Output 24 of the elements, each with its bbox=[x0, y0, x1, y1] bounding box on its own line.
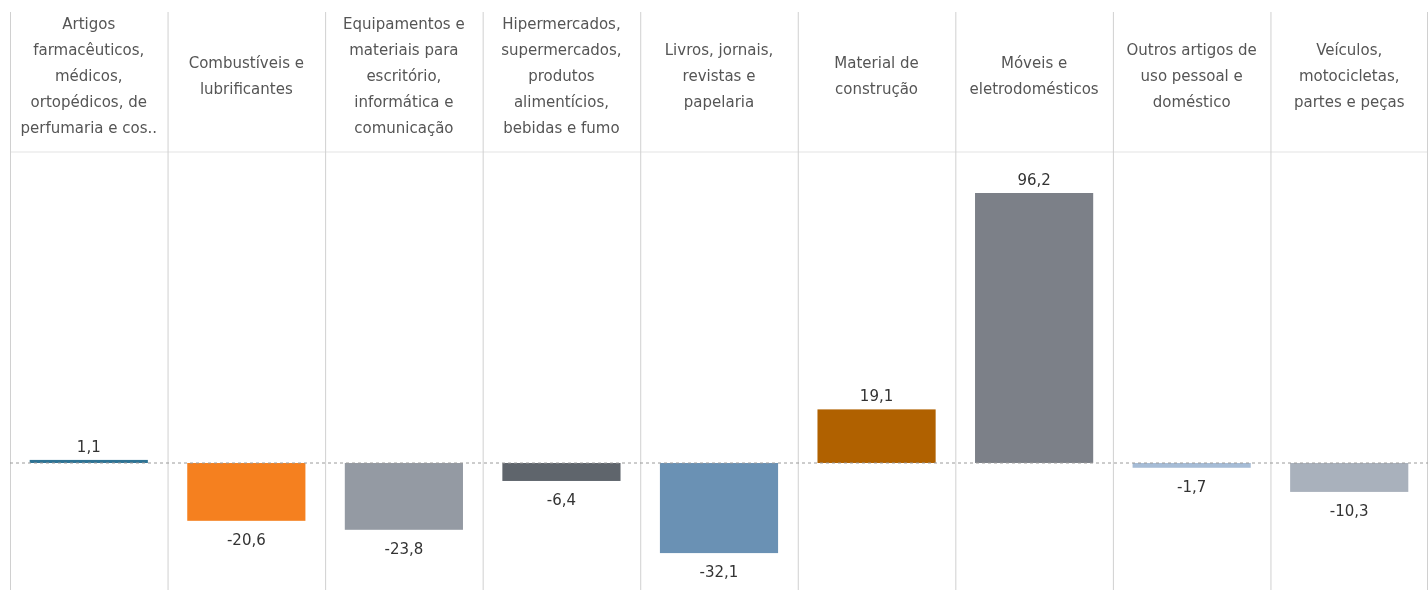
x-tick-label: Livros, jornais, revistas e papelaria bbox=[664, 41, 774, 111]
x-tick-label: Equipamentos e materiais para escritório, informática e comunicação bbox=[343, 15, 465, 137]
bar bbox=[502, 463, 621, 481]
x-tick-label: Outros artigos de uso pessoal e doméstico bbox=[1126, 41, 1257, 111]
data-label: -23,8 bbox=[384, 539, 424, 558]
data-label: -20,6 bbox=[226, 530, 266, 549]
bar bbox=[1290, 463, 1409, 492]
x-tick-label: Material de construção bbox=[834, 54, 919, 98]
x-tick-label: Móveis e eletrodomésticos bbox=[969, 54, 1099, 98]
x-tick-label: Hipermercados, supermercados, produtos alimentícios, bebidas e fumo bbox=[501, 15, 622, 137]
data-label: -1,7 bbox=[1177, 477, 1207, 496]
bar bbox=[187, 463, 306, 521]
bar bbox=[659, 463, 779, 554]
data-label: 96,2 bbox=[1017, 171, 1051, 189]
data-label: -32,1 bbox=[699, 563, 739, 582]
data-label: -10,3 bbox=[1329, 501, 1369, 520]
data-label: 1,1 bbox=[76, 437, 101, 456]
bar bbox=[817, 409, 936, 463]
data-label: 19,1 bbox=[859, 387, 894, 406]
bar bbox=[975, 193, 1094, 463]
x-tick-label: Veículos, motocicletas, partes e peças bbox=[1293, 41, 1405, 111]
x-tick-label: Artigos farmacêuticos, médicos, ortopédicos, de perfumaria e cos.. bbox=[20, 15, 158, 137]
x-tick-label: Combustíveis e lubrificantes bbox=[188, 54, 304, 98]
data-label: -6,4 bbox=[546, 490, 577, 509]
